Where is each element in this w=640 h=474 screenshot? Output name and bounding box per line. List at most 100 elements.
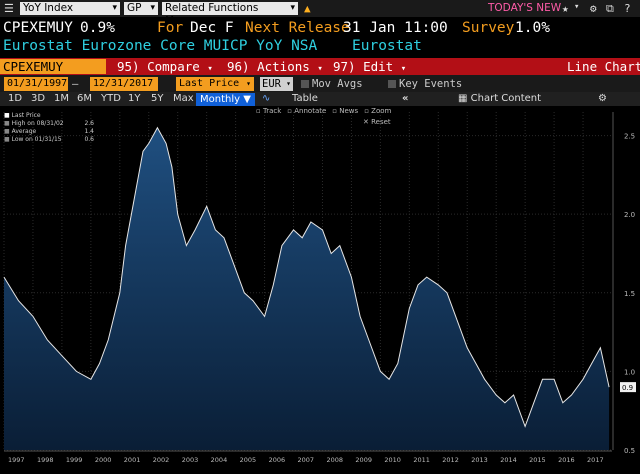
data-point bbox=[359, 315, 361, 317]
ticker-input[interactable]: CPEXEMUY Index bbox=[0, 59, 106, 89]
chevron-down-icon: ▾ bbox=[290, 3, 295, 13]
related-functions-menu[interactable]: Related Functions Menu ▾ bbox=[162, 2, 298, 27]
star-icon[interactable]: ★ bbox=[562, 2, 569, 15]
end-date-input[interactable]: 12/31/2017 bbox=[90, 77, 158, 91]
data-point bbox=[495, 394, 497, 396]
data-point bbox=[148, 142, 150, 144]
x-tick-label: 2004 bbox=[211, 456, 228, 464]
x-tick-label: 2011 bbox=[413, 456, 430, 464]
period-button-6m[interactable]: 6M bbox=[77, 93, 92, 104]
compare-menu[interactable]: 95) Compare ▾ bbox=[117, 58, 213, 75]
gp-function-field[interactable]: GP ▾ bbox=[124, 2, 158, 15]
security-field[interactable]: YoY Index ▾ bbox=[20, 2, 120, 15]
data-point bbox=[107, 339, 109, 341]
data-point bbox=[379, 370, 381, 372]
legend-label: Last Price bbox=[11, 112, 41, 119]
edit-label: 97) Edit bbox=[333, 59, 394, 74]
header-value: 0.9% bbox=[80, 20, 115, 36]
data-point bbox=[252, 300, 254, 302]
key-events-label: Key Events bbox=[399, 78, 463, 90]
settings-gear-icon[interactable]: ⚙ bbox=[598, 93, 607, 104]
x-tick-label: 2017 bbox=[587, 456, 604, 464]
period-button-ytd[interactable]: YTD bbox=[101, 93, 121, 104]
command-bar: ☰ YoY Index ▾ GP ▾ Related Functions Men… bbox=[0, 0, 640, 27]
period-button-3d[interactable]: 3D bbox=[31, 93, 46, 104]
data-point bbox=[426, 276, 428, 278]
data-point bbox=[562, 402, 564, 404]
reset-button[interactable]: ✕ Reset bbox=[363, 118, 391, 126]
security-field-label: YoY Index bbox=[23, 2, 74, 14]
gear-icon[interactable]: ⚙ bbox=[590, 2, 597, 15]
data-point bbox=[119, 292, 121, 294]
data-point bbox=[591, 363, 593, 365]
edit-menu[interactable]: 97) Edit ▾ bbox=[333, 58, 406, 75]
key-events-toggle[interactable]: Key Events bbox=[388, 77, 462, 91]
frequency-select[interactable]: Monthly ▼ bbox=[196, 93, 255, 106]
field-select-label: Last Price bbox=[179, 78, 240, 89]
tool-annotate[interactable]: ▫ Annotate bbox=[287, 107, 327, 115]
data-point bbox=[99, 363, 101, 365]
data-point bbox=[608, 386, 610, 388]
security-description-row: Eurostat Eurozone Core MUICP YoY NSA Eur… bbox=[0, 38, 640, 56]
todays-new-link[interactable]: TODAY'S NEW bbox=[488, 2, 561, 14]
chart-tools: ▫ Track ▫ Annotate ▫ News ▫ Zoom bbox=[256, 107, 397, 115]
period-button-1m[interactable]: 1M bbox=[54, 93, 69, 104]
data-point bbox=[264, 315, 266, 317]
reset-icon: ✕ bbox=[363, 118, 369, 126]
legend-item: ■ High on 08/31/02 2.6 bbox=[4, 120, 94, 128]
period-button-1y[interactable]: 1Y bbox=[128, 93, 141, 104]
data-point bbox=[165, 142, 167, 144]
chart-content-button[interactable]: ▦ Chart Content bbox=[458, 92, 541, 106]
gp-label: GP bbox=[127, 2, 142, 14]
chevron-down-icon[interactable]: ▾ bbox=[574, 2, 580, 12]
tool-news[interactable]: ▫ News bbox=[332, 107, 359, 115]
field-select[interactable]: Last Price ▾ bbox=[176, 77, 254, 91]
reset-label: Reset bbox=[371, 118, 391, 126]
data-point bbox=[301, 237, 303, 239]
tool-track[interactable]: ▫ Track bbox=[256, 107, 282, 115]
chart-content-label: Chart Content bbox=[470, 93, 542, 104]
chevron-down-icon: ▾ bbox=[317, 64, 323, 74]
data-point bbox=[142, 150, 144, 152]
data-point bbox=[272, 284, 274, 286]
tool-zoom[interactable]: ▫ Zoom bbox=[364, 107, 392, 115]
period-button-1d[interactable]: 1D bbox=[8, 93, 23, 104]
period-button-max[interactable]: Max bbox=[173, 93, 194, 104]
x-tick-label: 1999 bbox=[66, 456, 83, 464]
x-tick-label: 1998 bbox=[37, 456, 54, 464]
x-tick-label: 1997 bbox=[8, 456, 25, 464]
collapse-icon[interactable]: « bbox=[402, 93, 409, 104]
menu-icon[interactable]: ☰ bbox=[4, 2, 14, 15]
window-toggle-icon[interactable]: ⧉ bbox=[606, 2, 614, 15]
header-ticker: CPEXEMUY bbox=[3, 20, 73, 36]
date-separator: — bbox=[72, 78, 79, 90]
x-tick-label: 2009 bbox=[355, 456, 372, 464]
start-date-input[interactable]: 01/31/1997 bbox=[4, 77, 68, 91]
chart-area[interactable]: 2.5 2.0 1.5 1.0 0.5 0.9 1997 1998 1999 2000 2001 2… bbox=[0, 106, 640, 470]
series-area bbox=[4, 127, 610, 450]
data-point bbox=[32, 315, 34, 317]
chevron-down-icon: ▾ bbox=[112, 3, 117, 13]
alert-icon[interactable]: ▲ bbox=[304, 2, 311, 15]
data-point bbox=[194, 229, 196, 231]
security-description: Eurostat Eurozone Core MUICP YoY NSA bbox=[3, 38, 318, 54]
data-point bbox=[3, 276, 5, 278]
mov-avgs-toggle[interactable]: Mov Avgs bbox=[301, 77, 363, 91]
for-value: Dec F bbox=[190, 20, 234, 36]
period-button-5y[interactable]: 5Y bbox=[151, 93, 164, 104]
data-point bbox=[466, 347, 468, 349]
data-point bbox=[446, 292, 448, 294]
related-functions-label: Related Functions Menu bbox=[165, 2, 259, 27]
data-point bbox=[582, 378, 584, 380]
security-header: CPEXEMUY 0.9% For Dec F Next Release 31 … bbox=[0, 20, 640, 40]
data-point bbox=[339, 245, 341, 247]
currency-select[interactable]: EUR ▾ bbox=[260, 77, 293, 91]
data-point bbox=[475, 363, 477, 365]
table-toggle[interactable]: Table bbox=[292, 93, 318, 104]
help-icon[interactable]: ? bbox=[624, 2, 631, 15]
line-chart-icon[interactable]: ∿ bbox=[262, 93, 271, 104]
data-point bbox=[293, 229, 295, 231]
data-point bbox=[46, 339, 48, 341]
actions-menu[interactable]: 96) Actions ▾ bbox=[227, 58, 323, 75]
x-tick-label: 2016 bbox=[558, 456, 575, 464]
